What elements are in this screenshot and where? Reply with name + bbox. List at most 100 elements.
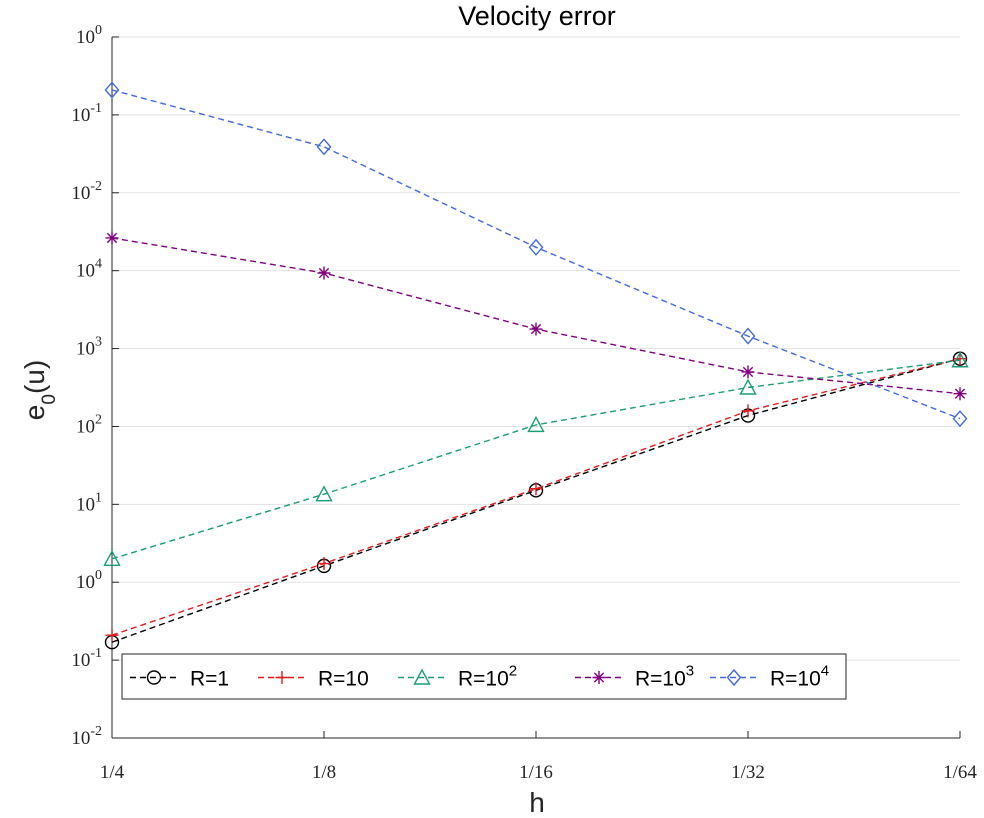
y-axis-label: e0(u) [19,360,60,420]
legend-label-exp: 3 [686,663,694,680]
y-tick-label: 100 [76,568,102,593]
series-3 [103,351,969,567]
x-tick-labels: 1/4 1/8 1/16 1/32 1/64 [100,762,978,783]
y-tick-label-exp: -2 [90,179,102,194]
y-tick-label: 10-2 [71,179,102,204]
series-5-point [528,238,544,256]
series-3-point [315,485,333,502]
series-4-point [953,387,967,401]
legend-entry-2: R=10 [258,668,369,691]
y-tick-label-base: 10 [76,339,95,360]
series-4-point [529,322,543,336]
y-tick-label-base: 10 [71,183,90,204]
y-tick-label: 10-1 [71,101,102,126]
legend-swatch-marker [726,668,742,687]
series-3-point [527,415,545,433]
y-tick-label: 101 [76,490,102,515]
y-tick-label-exp: -2 [90,724,102,739]
series-4-line [111,237,961,395]
y-tick-label-exp: 1 [95,490,102,505]
y-axis-label-rest: (u) [19,360,50,394]
series-2-point [105,628,119,642]
legend-label: R=103 [635,663,694,691]
y-tick-label-exp: 0 [95,23,102,38]
legend-label-base: R=1 [190,668,229,691]
axes [111,36,961,739]
legend-label: R=1 [190,668,229,691]
series-3-point [103,549,121,567]
legend-swatch-marker [592,671,606,684]
legend-label-exp: 2 [509,663,517,680]
legend-entry-4: R=103 [575,663,694,691]
y-tick-label-exp: -1 [90,101,102,116]
x-axis-label: h [529,787,545,818]
y-tick-label-exp: 3 [95,335,102,350]
series-5-point [952,410,968,428]
series-5-point [316,138,332,156]
series-5-line [111,89,961,420]
legend-label: R=104 [770,663,829,691]
y-tick-label-base: 10 [71,728,90,749]
series-group [103,81,969,650]
legend-label-exp: 4 [821,663,829,680]
legend: R=1 R=10 R=102 R=103 R=104 [121,653,847,700]
legend-entry-1: R=1 [130,668,229,691]
series-4 [105,231,967,401]
y-tick-label-base: 10 [76,572,95,593]
series-1-line [111,358,961,643]
series-2 [105,352,967,642]
series-1 [104,351,968,650]
y-tick-label-exp: 0 [95,568,102,583]
y-tick-label-base: 10 [76,416,95,437]
legend-entry-5: R=104 [710,663,829,691]
y-tick-label-base: 10 [76,27,95,48]
x-tick-label: 1/32 [731,762,765,783]
chart-title: Velocity error [458,1,616,31]
y-tick-label: 102 [76,412,102,437]
series-3-line [111,359,961,560]
series-2-point [741,404,755,418]
legend-label: R=102 [458,663,517,691]
series-2-point [529,482,543,496]
y-tick-label: 10-1 [71,646,102,671]
series-5-point [104,81,120,99]
y-axis-label-sub: 0 [39,394,60,405]
series-4-point [317,266,331,280]
y-tick-label-exp: 2 [95,412,102,427]
x-tick-label: 1/64 [943,762,977,783]
x-tick-label: 1/16 [519,762,553,783]
y-tick-label-base: 10 [71,650,90,671]
grid-lines [112,36,960,739]
series-3-point [951,351,969,368]
series-4-point [105,231,119,245]
legend-label-base: R=10 [458,668,509,691]
y-tick-label-exp: -1 [90,646,102,661]
legend-label-base: R=10 [635,668,686,691]
legend-box [121,653,847,700]
y-tick-label: 10-2 [71,724,102,749]
legend-entry-3: R=102 [398,663,517,691]
y-axis-label-base: e [19,405,50,421]
x-tick-label: 1/8 [312,762,336,783]
x-tick-label: 1/4 [100,762,125,783]
y-tick-label-base: 10 [76,494,95,515]
legend-swatch-marker [146,670,162,685]
legend-swatch-marker [275,671,289,684]
series-2-point [317,557,331,571]
legend-swatch-marker [413,668,431,685]
legend-label-base: R=10 [318,668,369,691]
series-5 [104,81,968,428]
y-tick-label-exp: 4 [95,257,102,272]
y-tick-label-base: 10 [71,105,90,126]
legend-label: R=10 [318,668,369,691]
series-2-point [953,352,967,366]
y-tick-label: 104 [76,257,102,282]
series-5-point [740,327,756,345]
y-tick-label: 100 [76,23,102,48]
y-tick-label: 103 [76,335,102,360]
series-4-point [741,365,755,379]
legend-label-base: R=10 [770,668,821,691]
y-tick-label-base: 10 [76,261,95,282]
